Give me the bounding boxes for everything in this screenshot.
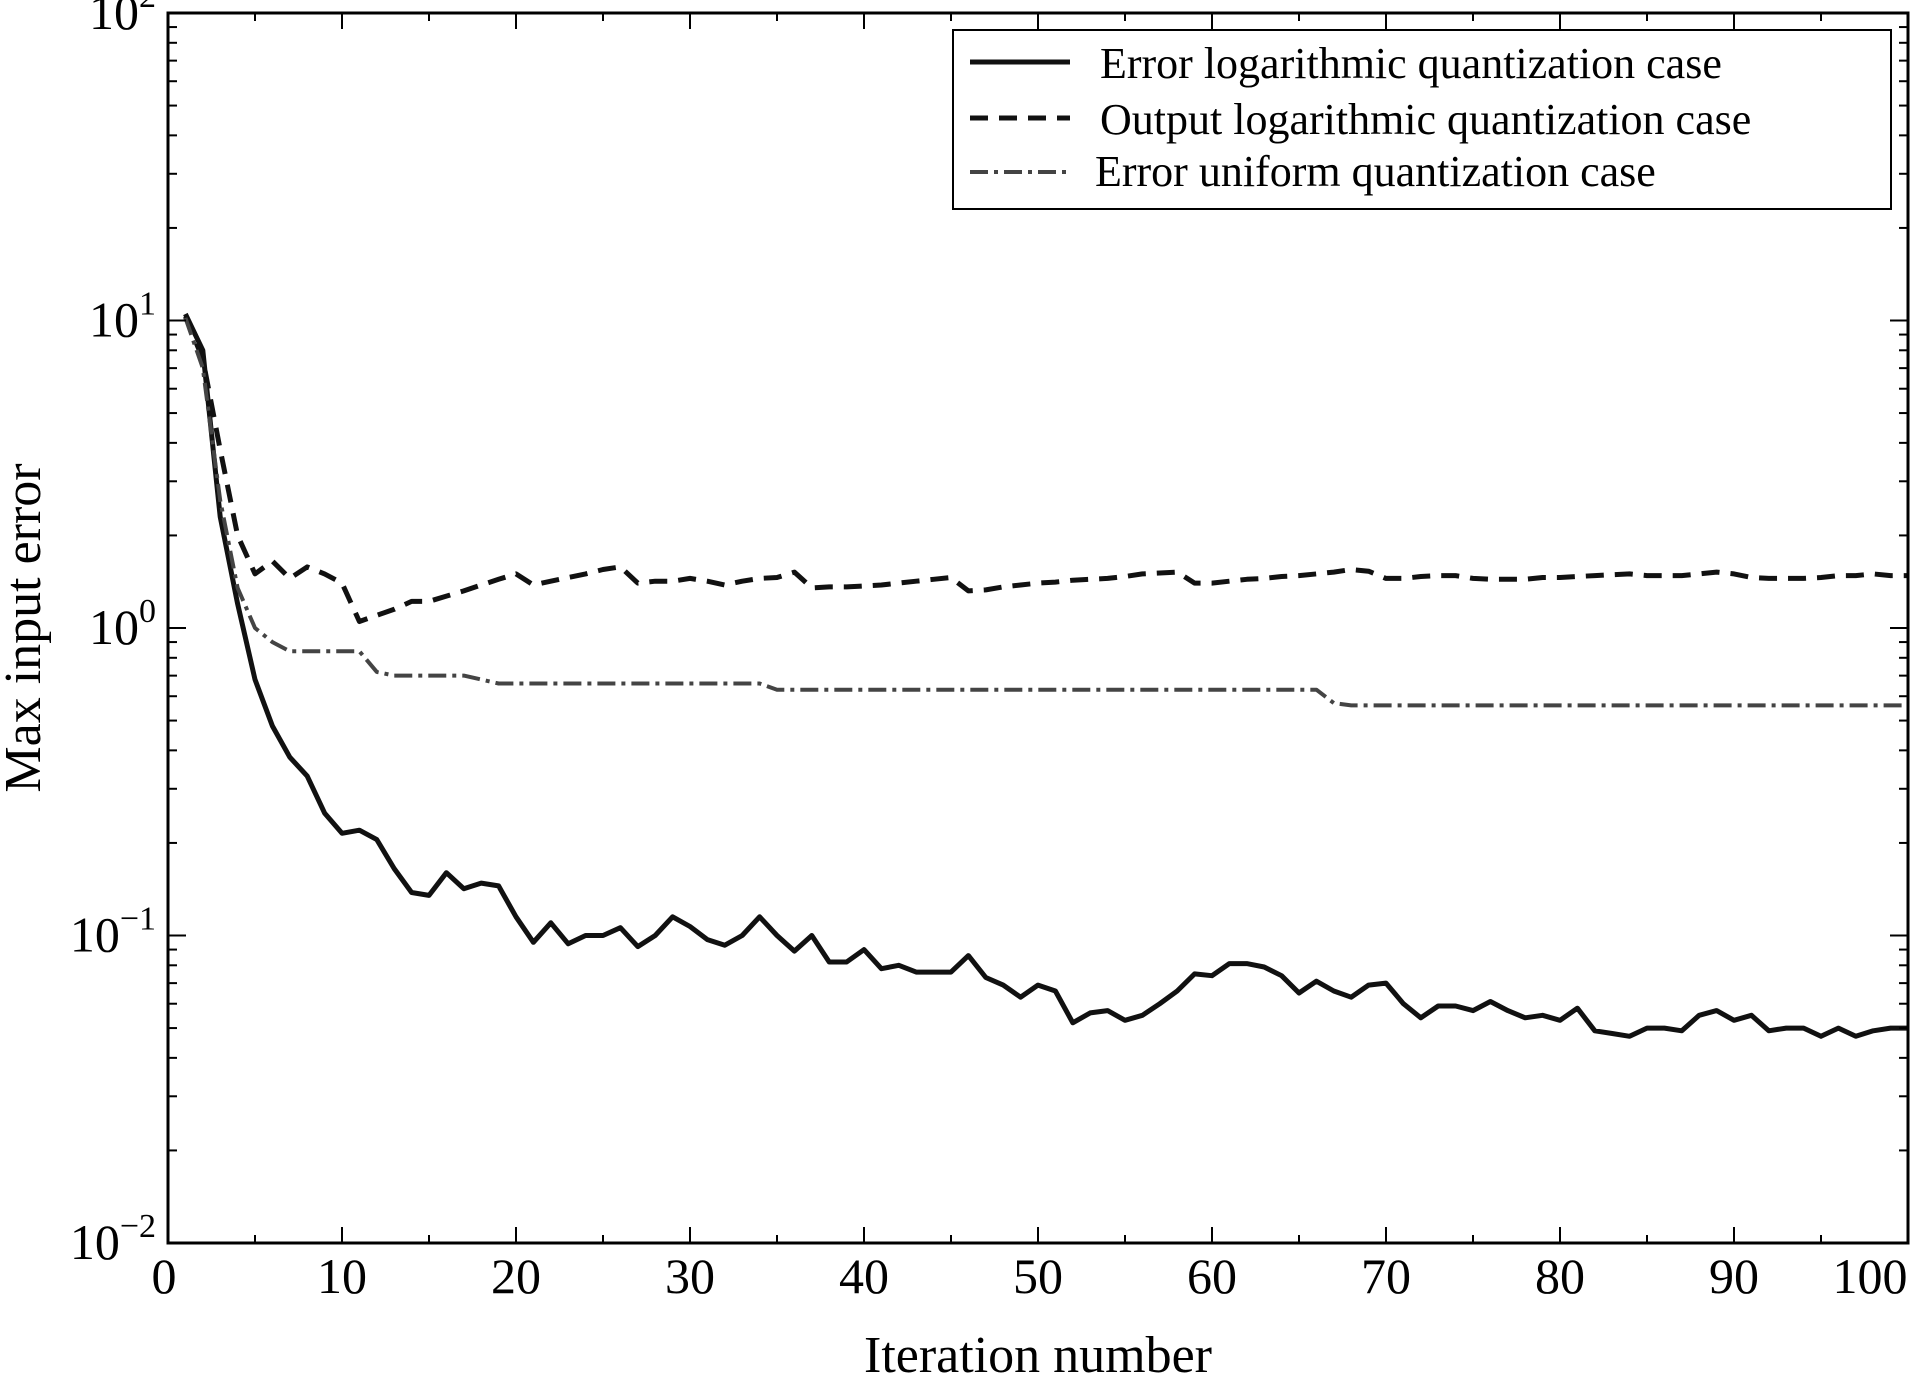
y-tick-label: 10−2 — [70, 1208, 156, 1270]
ticks-layer — [167, 12, 1909, 1244]
series-line-1 — [183, 312, 1908, 1039]
x-tick-label: 30 — [665, 1248, 715, 1304]
legend-label-error-uniform: Error uniform quantization case — [1095, 147, 1656, 196]
series-line-2 — [183, 315, 1908, 624]
x-tick-label: 20 — [491, 1248, 541, 1304]
x-tick-label: 100 — [1833, 1248, 1908, 1304]
x-axis-label: Iteration number — [864, 1327, 1212, 1377]
x-tick-label: 80 — [1535, 1248, 1585, 1304]
y-tick-label: 100 — [89, 593, 156, 655]
series-layer — [183, 312, 1908, 1039]
legend-label-error-log: Error logarithmic quantization case — [1100, 39, 1722, 88]
x-tick-label: 90 — [1709, 1248, 1759, 1304]
y-tick-label: 101 — [89, 286, 156, 348]
y-axis-label: Max input error — [0, 463, 52, 792]
x-tick-label: 60 — [1187, 1248, 1237, 1304]
x-tick-label: 10 — [317, 1248, 367, 1304]
legend-box — [952, 29, 1892, 210]
legend-label-output-log: Output logarithmic quantization case — [1100, 95, 1751, 144]
legend: Error logarithmic quantization case Outp… — [952, 29, 1892, 210]
y-tick-label: 10−1 — [70, 901, 156, 963]
x-tick-label: 40 — [839, 1248, 889, 1304]
series-line-3 — [183, 317, 1908, 708]
x-tick-label: 0 — [152, 1248, 177, 1304]
tick-labels-layer: 0 10 20 30 40 50 60 70 80 90 100 102 101 100 10−1 10−2 — [70, 0, 1908, 1304]
x-tick-label: 70 — [1361, 1248, 1411, 1304]
x-tick-label: 50 — [1013, 1248, 1063, 1304]
y-tick-label: 102 — [89, 0, 156, 40]
